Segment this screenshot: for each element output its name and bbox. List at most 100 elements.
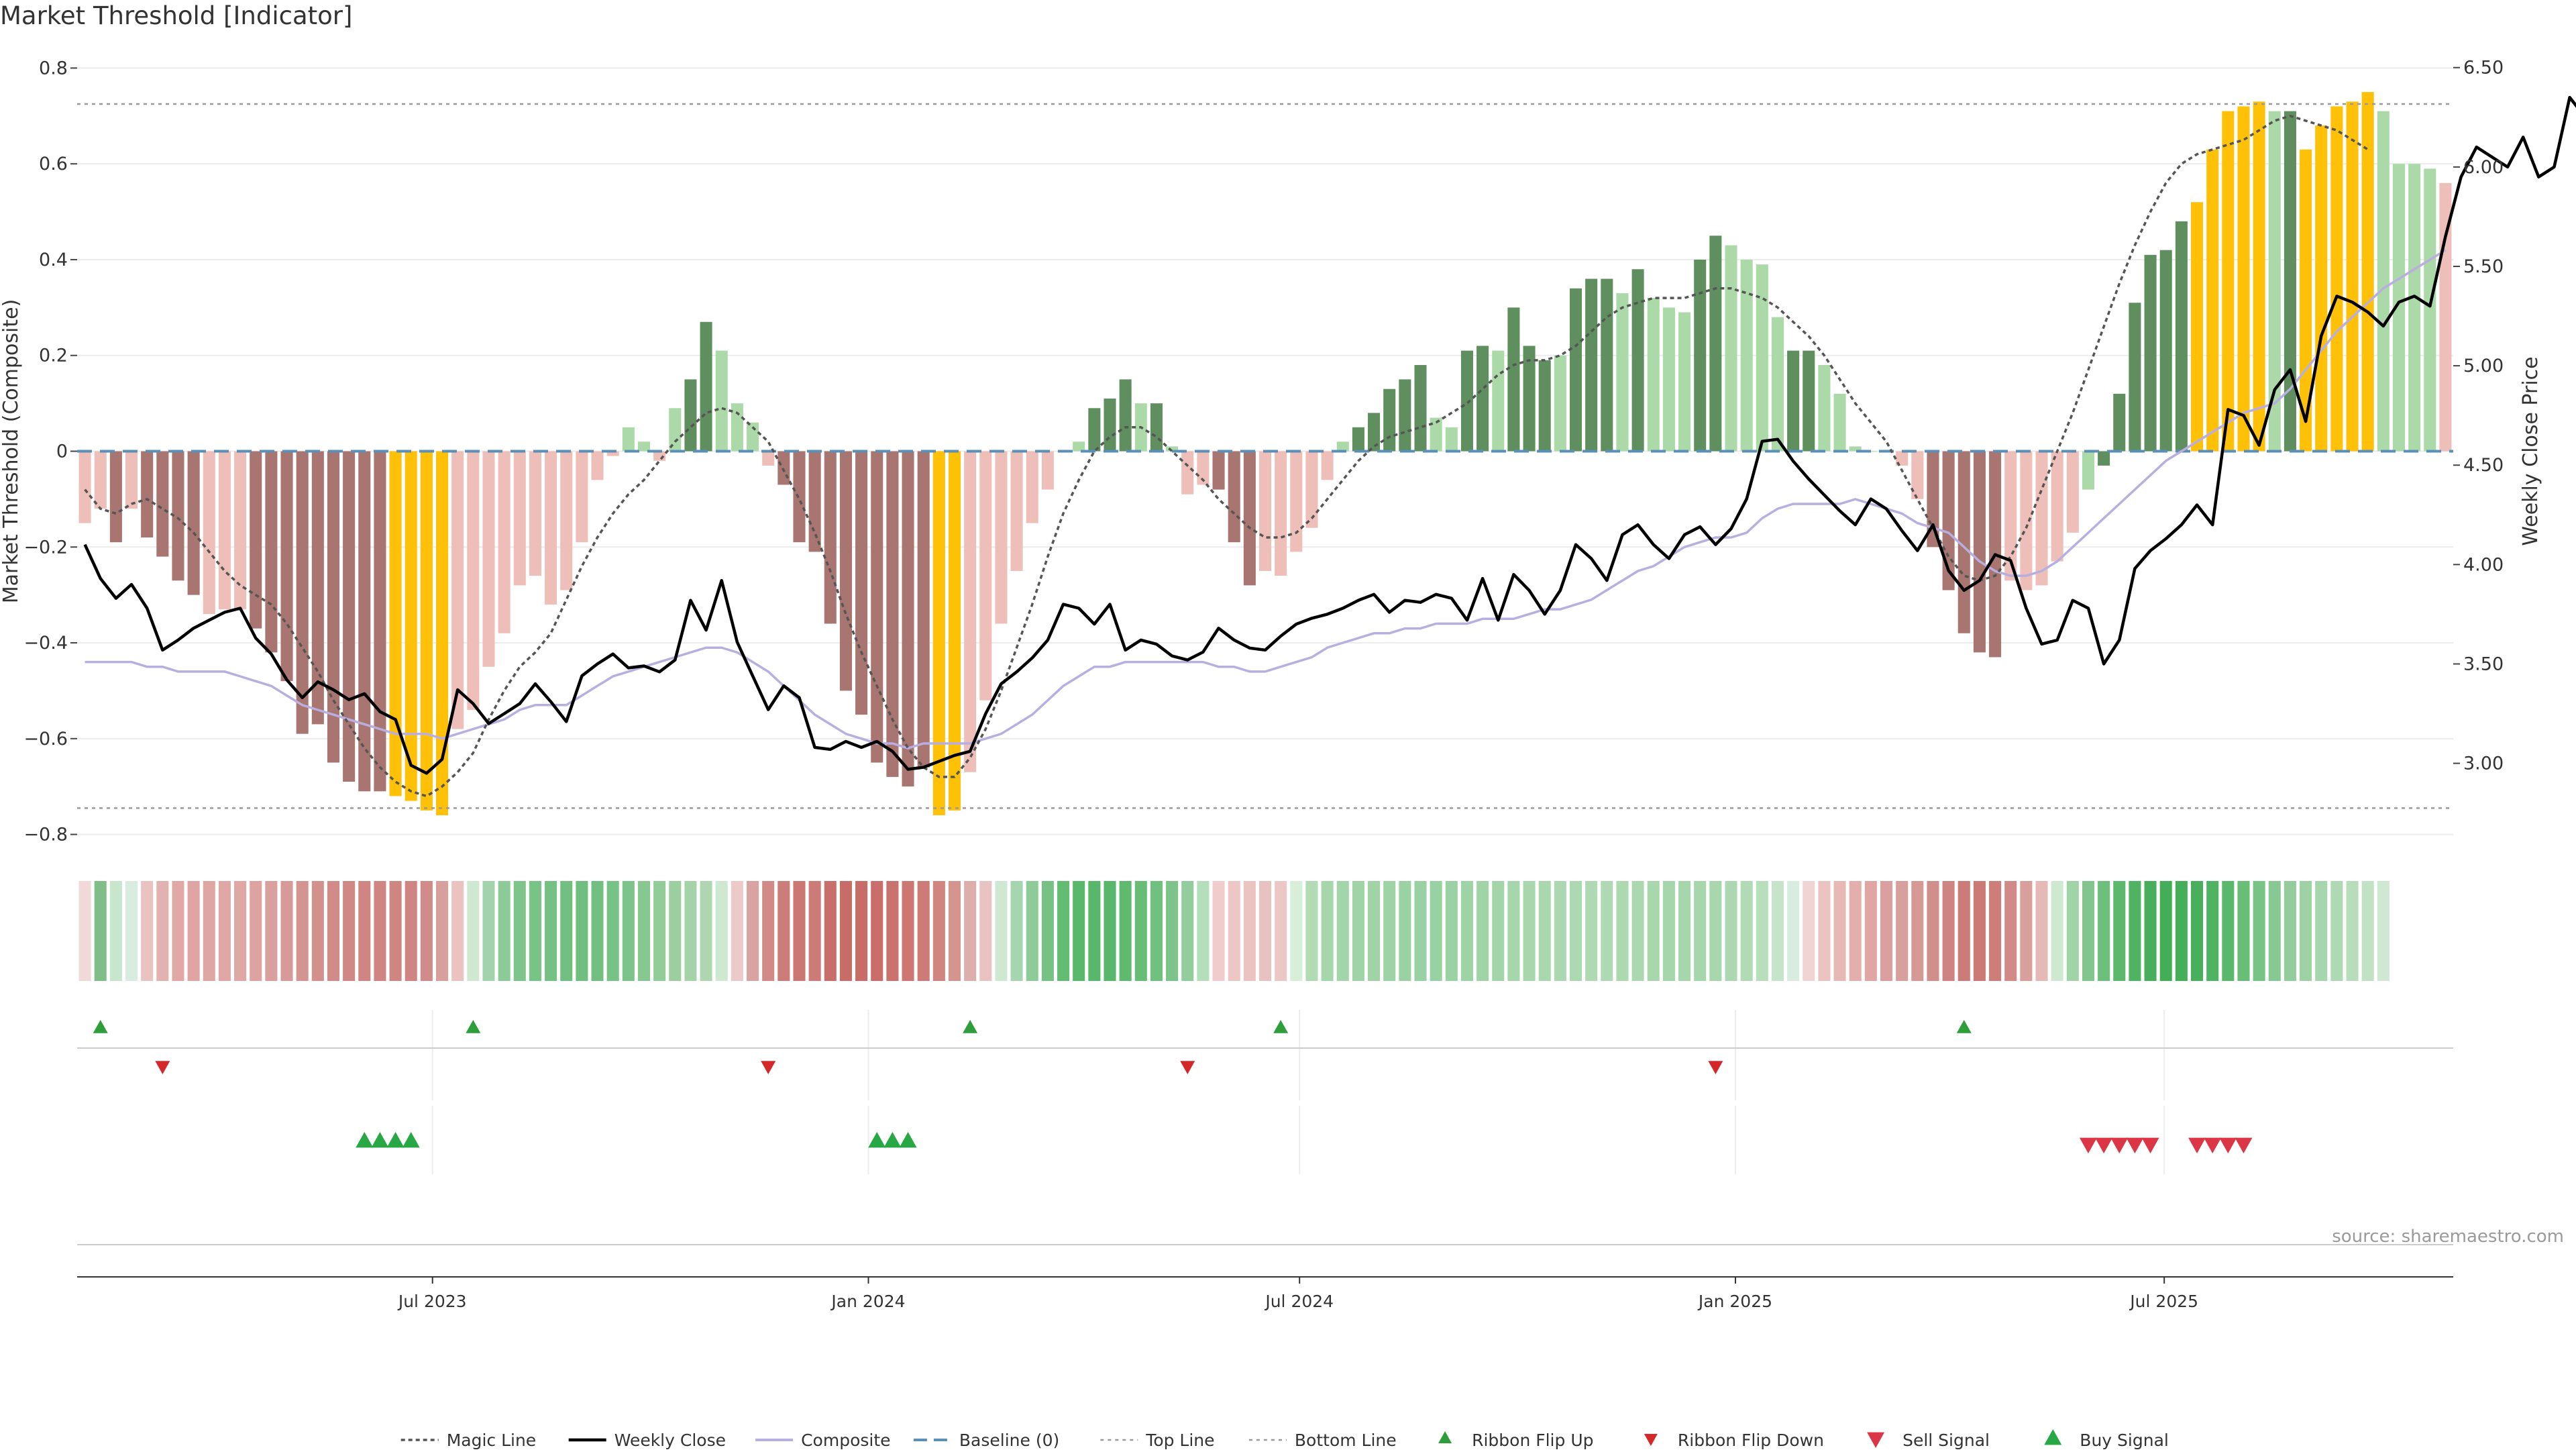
y-tick-label: −0.8 (23, 825, 68, 845)
buy-signal-marker (402, 1132, 420, 1148)
composite-bar (1631, 269, 1644, 452)
composite-bar (2004, 451, 2017, 581)
ribbon (78, 881, 2390, 981)
y2-tick-label: 3.00 (2463, 754, 2504, 774)
sell-signal-marker (2188, 1137, 2206, 1153)
ribbon-cell (311, 881, 324, 981)
ribbon-flip-down-marker (1180, 1061, 1195, 1074)
ribbon-cell (1460, 881, 1473, 981)
axes: 0.8 0.6 0.4 0.2 0 −0.2 −0.4 −0.6 −0.8 6.50 6.00 5.5… (0, 58, 2542, 1311)
composite-bar (498, 451, 511, 633)
composite-bar (2377, 111, 2390, 452)
ribbon-cell (513, 881, 526, 981)
ribbon-cell (529, 881, 541, 981)
composite-bar (839, 451, 852, 691)
x-tick-label: Jan 2024 (830, 1292, 905, 1311)
composite-bars (78, 92, 2452, 816)
legend-item-baseline: Baseline (0) (913, 1431, 1059, 1450)
ribbon-flip-up-marker (93, 1020, 108, 1033)
composite-bar (2113, 393, 2126, 452)
composite-bar (78, 451, 91, 523)
ribbon-cell (948, 881, 961, 981)
composite-bar (1554, 355, 1566, 452)
ribbon-cell (405, 881, 417, 981)
ribbon-flip-up-marker (466, 1020, 481, 1033)
ribbon-cell (2330, 881, 2343, 981)
legend-item-close: Weekly Close (568, 1431, 726, 1450)
legend-label: Weekly Close (614, 1431, 726, 1449)
x-tick-label: Jan 2025 (1697, 1292, 1772, 1311)
composite-bar (2408, 164, 2421, 452)
composite-bar (436, 451, 449, 816)
composite-bar (731, 403, 743, 452)
signals (356, 1132, 2253, 1153)
y-tick-label: 0 (56, 442, 68, 462)
buy-signal-marker (899, 1132, 917, 1148)
grid-lines (77, 67, 2453, 1245)
ribbon-cell (1942, 881, 1955, 981)
composite-bar (311, 451, 324, 725)
ribbon-cell (2222, 881, 2235, 981)
ribbon-cell (1212, 881, 1225, 981)
ribbon-cell (2159, 881, 2172, 981)
ribbon-cell (234, 881, 247, 981)
composite-bar (1041, 451, 1054, 490)
legend-label: Baseline (0) (959, 1431, 1059, 1449)
composite-bar (715, 350, 728, 452)
composite-bar (855, 451, 868, 715)
ribbon-cell (109, 881, 122, 981)
ribbon-cell (1554, 881, 1566, 981)
composite-bar (2144, 254, 2157, 452)
ribbon-flip-down-marker (761, 1061, 776, 1074)
composite-bar (637, 442, 651, 452)
ribbon-cell (1787, 881, 1800, 981)
composite-bar (389, 451, 402, 796)
ribbon-cell (2361, 881, 2374, 981)
composite-bar (2330, 106, 2343, 452)
ribbon-cell (1228, 881, 1240, 981)
composite-bar (1243, 451, 1256, 586)
composite-bar (1430, 417, 1442, 452)
ribbon-cell (1430, 881, 1442, 981)
ribbon-cell (1989, 881, 2002, 981)
legend-label: Composite (801, 1431, 890, 1449)
composite-bar (902, 451, 914, 787)
composite-bar (1228, 451, 1240, 543)
ribbon-cell (979, 881, 992, 981)
composite-bar (280, 451, 293, 682)
composite-bar (1678, 312, 1691, 452)
composite-bar (1383, 388, 1396, 452)
ribbon-cell (1647, 881, 1660, 981)
composite-bar (513, 451, 526, 586)
ribbon-cell (296, 881, 309, 981)
ribbon-cell (1833, 881, 1846, 981)
ribbon-cell (2035, 881, 2048, 981)
ribbon-cell (1258, 881, 1272, 981)
ribbon-cell (1275, 881, 1287, 981)
x-tick-label: Jul 2024 (1264, 1292, 1334, 1311)
ribbon-cell (451, 881, 464, 981)
ribbon-cell (467, 881, 480, 981)
legend-label: Bottom Line (1295, 1431, 1397, 1449)
composite-bar (1010, 451, 1023, 571)
composite-bar (824, 451, 837, 624)
ribbon-cell (1073, 881, 1085, 981)
composite-bar (2361, 92, 2374, 452)
ribbon-cell (498, 881, 511, 981)
legend-item-bottom: Bottom Line (1248, 1431, 1397, 1450)
ribbon-cell (2346, 881, 2359, 981)
buy-signal-marker (371, 1132, 389, 1148)
composite-bar (1290, 451, 1303, 552)
composite-bar (156, 451, 169, 557)
ribbon-cell (2206, 881, 2219, 981)
composite-bar (1585, 278, 1598, 452)
composite-bar (591, 451, 604, 480)
ribbon-cell (1119, 881, 1132, 981)
ribbon-cell (78, 881, 91, 981)
composite-bar (622, 427, 635, 452)
ribbon-cell (1523, 881, 1536, 981)
legend-item-buy: Buy Signal (2044, 1429, 2169, 1450)
legend-item-magic: Magic Line (400, 1431, 536, 1450)
ribbon-cell (1631, 881, 1644, 981)
ribbon-cell (669, 881, 682, 981)
